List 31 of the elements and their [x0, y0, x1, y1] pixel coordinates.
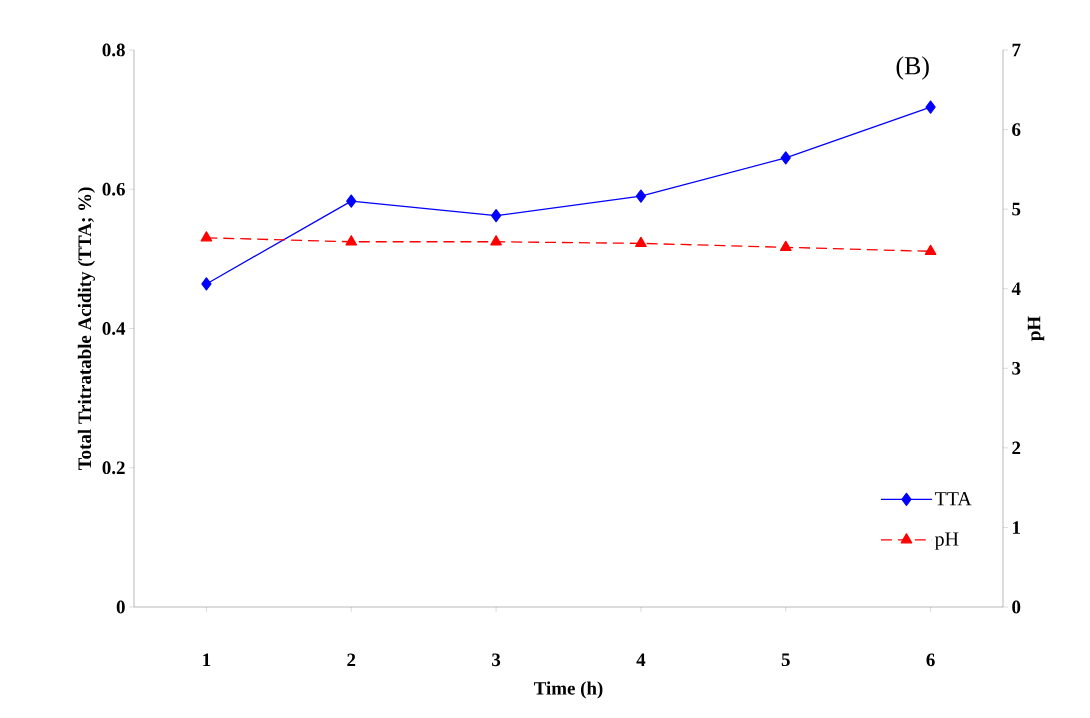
x-tick-label: 5	[781, 653, 790, 667]
x-tick-label: 1	[203, 653, 211, 666]
y2-tick-label: 5	[1012, 202, 1021, 216]
y2-tick-label: 2	[1012, 441, 1021, 455]
x-tick-label: 4	[636, 653, 646, 666]
legend-label: pH	[934, 532, 959, 550]
y2-tick-label: 0	[1012, 600, 1021, 614]
point	[490, 209, 502, 223]
x-tick-label: 3	[492, 653, 501, 667]
point	[346, 194, 357, 208]
y2-tick-label: 1	[1013, 521, 1020, 534]
y-tick-label: 0.8	[102, 43, 125, 57]
x-tick-label: 2	[347, 653, 356, 667]
y2-tick-label: 7	[1012, 43, 1021, 57]
y-tick-label: 0.6	[102, 182, 125, 196]
y-tick-label: 0.2	[102, 461, 125, 475]
legend-label: TTA	[934, 492, 972, 506]
point	[925, 100, 936, 114]
annotation: (B)	[896, 56, 929, 80]
point	[780, 151, 791, 165]
y2-axis-title: pH	[1027, 316, 1045, 341]
x-axis-title: Time (h)	[534, 681, 603, 699]
y-axis-title: Total Tritratable Acidity (TTA; %)	[77, 187, 95, 470]
y2-tick-label: 3	[1012, 361, 1021, 375]
y2-tick-label: 4	[1011, 282, 1021, 295]
y-tick-label: 0	[116, 600, 125, 614]
y-tick-label: 0.4	[102, 322, 126, 335]
y2-tick-label: 6	[1012, 123, 1021, 136]
point	[635, 189, 647, 203]
point	[201, 277, 212, 291]
x-tick-label: 6	[926, 653, 935, 667]
